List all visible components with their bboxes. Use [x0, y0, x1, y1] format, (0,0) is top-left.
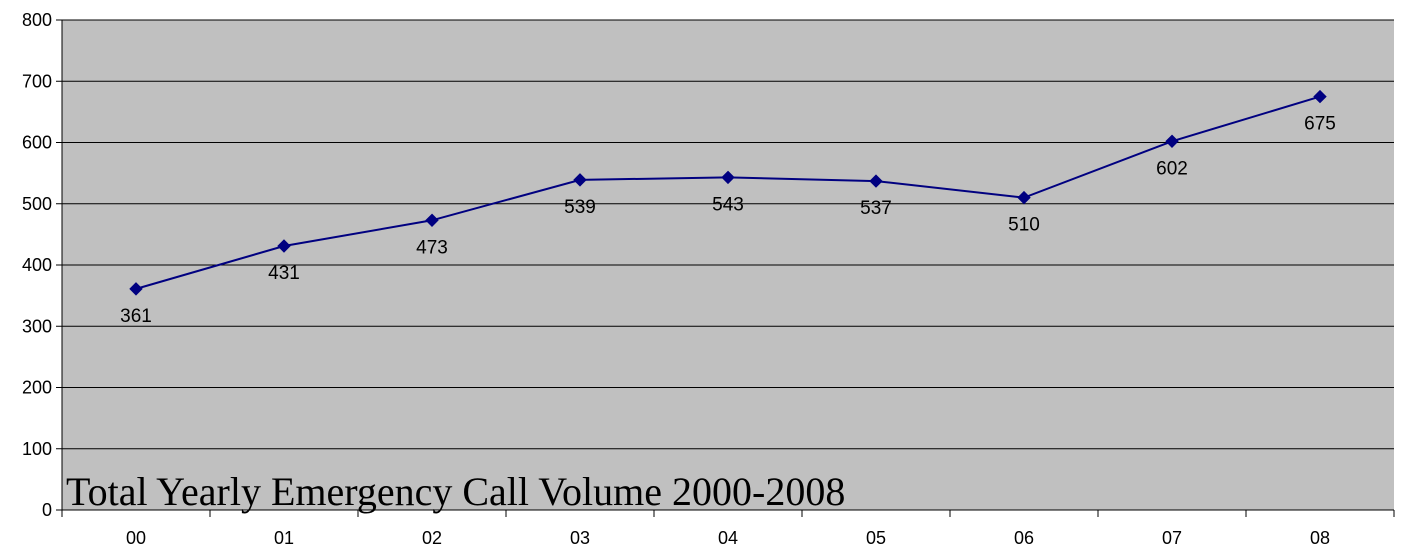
x-tick-label: 02	[422, 528, 442, 548]
data-point-marker	[1017, 190, 1031, 205]
y-tick-label: 400	[22, 255, 52, 275]
y-tick-label: 800	[22, 10, 52, 30]
x-tick-label: 05	[866, 528, 886, 548]
data-point-marker	[277, 239, 291, 253]
data-label: 675	[1304, 114, 1336, 135]
x-tick-label: 00	[126, 528, 146, 548]
data-label: 431	[268, 263, 300, 284]
data-point-marker	[425, 213, 439, 227]
series-markers	[129, 89, 1327, 296]
data-label: 473	[416, 237, 448, 258]
y-tick-label: 600	[22, 133, 52, 153]
data-label: 510	[1008, 215, 1040, 236]
data-label: 539	[564, 197, 596, 218]
data-point-marker	[1313, 89, 1327, 104]
chart-title: Total Yearly Emergency Call Volume 2000-…	[66, 469, 845, 514]
y-tick-label: 700	[22, 71, 52, 91]
y-axis-labels: 0 100 200 300 400 500 600 700 800	[22, 10, 52, 520]
data-label: 361	[120, 306, 152, 327]
y-tick-label: 200	[22, 378, 52, 398]
x-tick-label: 01	[274, 528, 294, 548]
data-point-marker	[721, 170, 735, 185]
data-point-marker	[869, 174, 883, 188]
x-tick-label: 07	[1162, 528, 1182, 548]
x-tick-label: 04	[718, 528, 738, 548]
data-point-marker	[1165, 134, 1179, 148]
y-tick-label: 100	[22, 439, 52, 459]
data-point-marker	[129, 282, 143, 296]
y-tick-label: 500	[22, 194, 52, 214]
y-tick-label: 0	[42, 500, 52, 520]
data-label: 602	[1156, 158, 1188, 179]
y-tick-label: 300	[22, 316, 52, 336]
data-point-marker	[573, 173, 587, 187]
x-tick-label: 03	[570, 528, 590, 548]
x-axis-ticks	[61, 510, 1395, 517]
x-tick-label: 06	[1014, 528, 1034, 548]
x-axis-labels: 00 01 02 03 04 05 06 07 08	[126, 528, 1330, 548]
data-labels: 361 431 473 539 543 537 510 602 675	[120, 114, 1336, 327]
x-tick-label: 08	[1310, 528, 1330, 548]
data-label: 543	[712, 194, 744, 215]
data-label: 537	[860, 198, 892, 219]
